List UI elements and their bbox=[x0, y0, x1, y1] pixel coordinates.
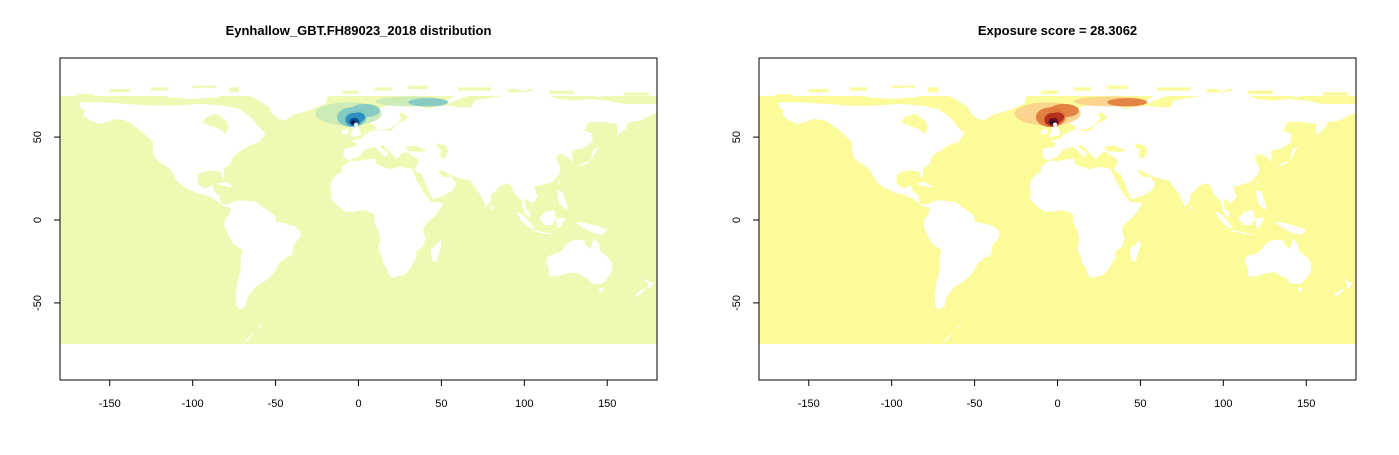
x-tick-label: -100 bbox=[881, 398, 903, 410]
left-panel-title: Eynhallow_GBT.FH89023_2018 distribution bbox=[226, 23, 492, 38]
arctic-sea-cell bbox=[76, 93, 94, 99]
y-tick-label: -50 bbox=[32, 295, 44, 311]
arctic-sea-cell bbox=[623, 92, 649, 96]
arctic-sea-cell bbox=[792, 97, 826, 101]
exposure-hotspot bbox=[1014, 96, 1148, 128]
x-tick-label: -150 bbox=[99, 398, 121, 410]
arctic-sea-cell bbox=[229, 87, 240, 93]
arctic-sea-cell bbox=[109, 88, 130, 93]
x-tick-label: -100 bbox=[182, 398, 204, 410]
arctic-sea-cell bbox=[549, 90, 575, 94]
arctic-sea-cell bbox=[151, 87, 168, 91]
panel-left: Eynhallow_GBT.FH89023_2018 distribution … bbox=[32, 23, 658, 410]
arctic-sea-cell bbox=[192, 85, 216, 89]
arctic-sea-cell bbox=[808, 88, 829, 93]
x-tick-label: 0 bbox=[1054, 398, 1060, 410]
y-axis-left: -50 0 50 bbox=[32, 131, 61, 311]
x-tick-label: 100 bbox=[1214, 398, 1232, 410]
x-tick-label: 0 bbox=[355, 398, 361, 410]
arctic-sea-cell bbox=[1206, 88, 1232, 93]
y-axis-right: -50 0 50 bbox=[731, 131, 760, 311]
x-tick-label: -50 bbox=[268, 398, 284, 410]
x-tick-label: -50 bbox=[967, 398, 983, 410]
arctic-sea-cell bbox=[1248, 90, 1274, 94]
y-tick-label: -50 bbox=[731, 295, 743, 311]
arctic-sea-cell bbox=[408, 85, 429, 89]
x-tick-label: 150 bbox=[598, 398, 616, 410]
density-cell bbox=[408, 98, 449, 107]
arctic-sea-cell bbox=[1107, 85, 1128, 89]
x-tick-label: 150 bbox=[1297, 398, 1315, 410]
arctic-sea-cell bbox=[775, 93, 793, 99]
species-distribution-hotspot bbox=[315, 96, 449, 128]
y-tick-label: 50 bbox=[731, 131, 743, 143]
x-tick-label: 50 bbox=[435, 398, 447, 410]
y-tick-label: 0 bbox=[731, 217, 743, 223]
x-tick-label: -150 bbox=[798, 398, 820, 410]
colony-marker bbox=[1053, 122, 1058, 127]
arctic-sea-cell bbox=[928, 87, 939, 93]
right-panel-title: Exposure score = 28.3062 bbox=[978, 23, 1137, 38]
x-axis-right: -150 -100 -50 0 50 100 150 bbox=[798, 379, 1315, 410]
arctic-sea-cell bbox=[375, 87, 392, 91]
arctic-sea-cell bbox=[1156, 87, 1191, 91]
arctic-sea-cell bbox=[341, 90, 359, 94]
arctic-sea-cell bbox=[891, 85, 915, 89]
arctic-sea-cell bbox=[507, 88, 533, 93]
arctic-sea-cell bbox=[1322, 92, 1348, 96]
y-tick-label: 50 bbox=[32, 131, 44, 143]
colony-marker bbox=[354, 122, 359, 127]
y-tick-label: 0 bbox=[32, 217, 44, 223]
arctic-sea-cell bbox=[1074, 87, 1091, 91]
panel-right: Exposure score = 28.3062 -150 -100 -50 0 50 1… bbox=[731, 23, 1357, 410]
arctic-sea-cell bbox=[1040, 90, 1058, 94]
arctic-sea-cell bbox=[457, 87, 492, 91]
arctic-sea-cell bbox=[93, 97, 127, 101]
density-cell bbox=[1107, 98, 1148, 107]
x-tick-label: 100 bbox=[515, 398, 533, 410]
x-axis-left: -150 -100 -50 0 50 100 150 bbox=[99, 379, 616, 410]
arctic-sea-cell bbox=[850, 87, 867, 91]
x-tick-label: 50 bbox=[1134, 398, 1146, 410]
